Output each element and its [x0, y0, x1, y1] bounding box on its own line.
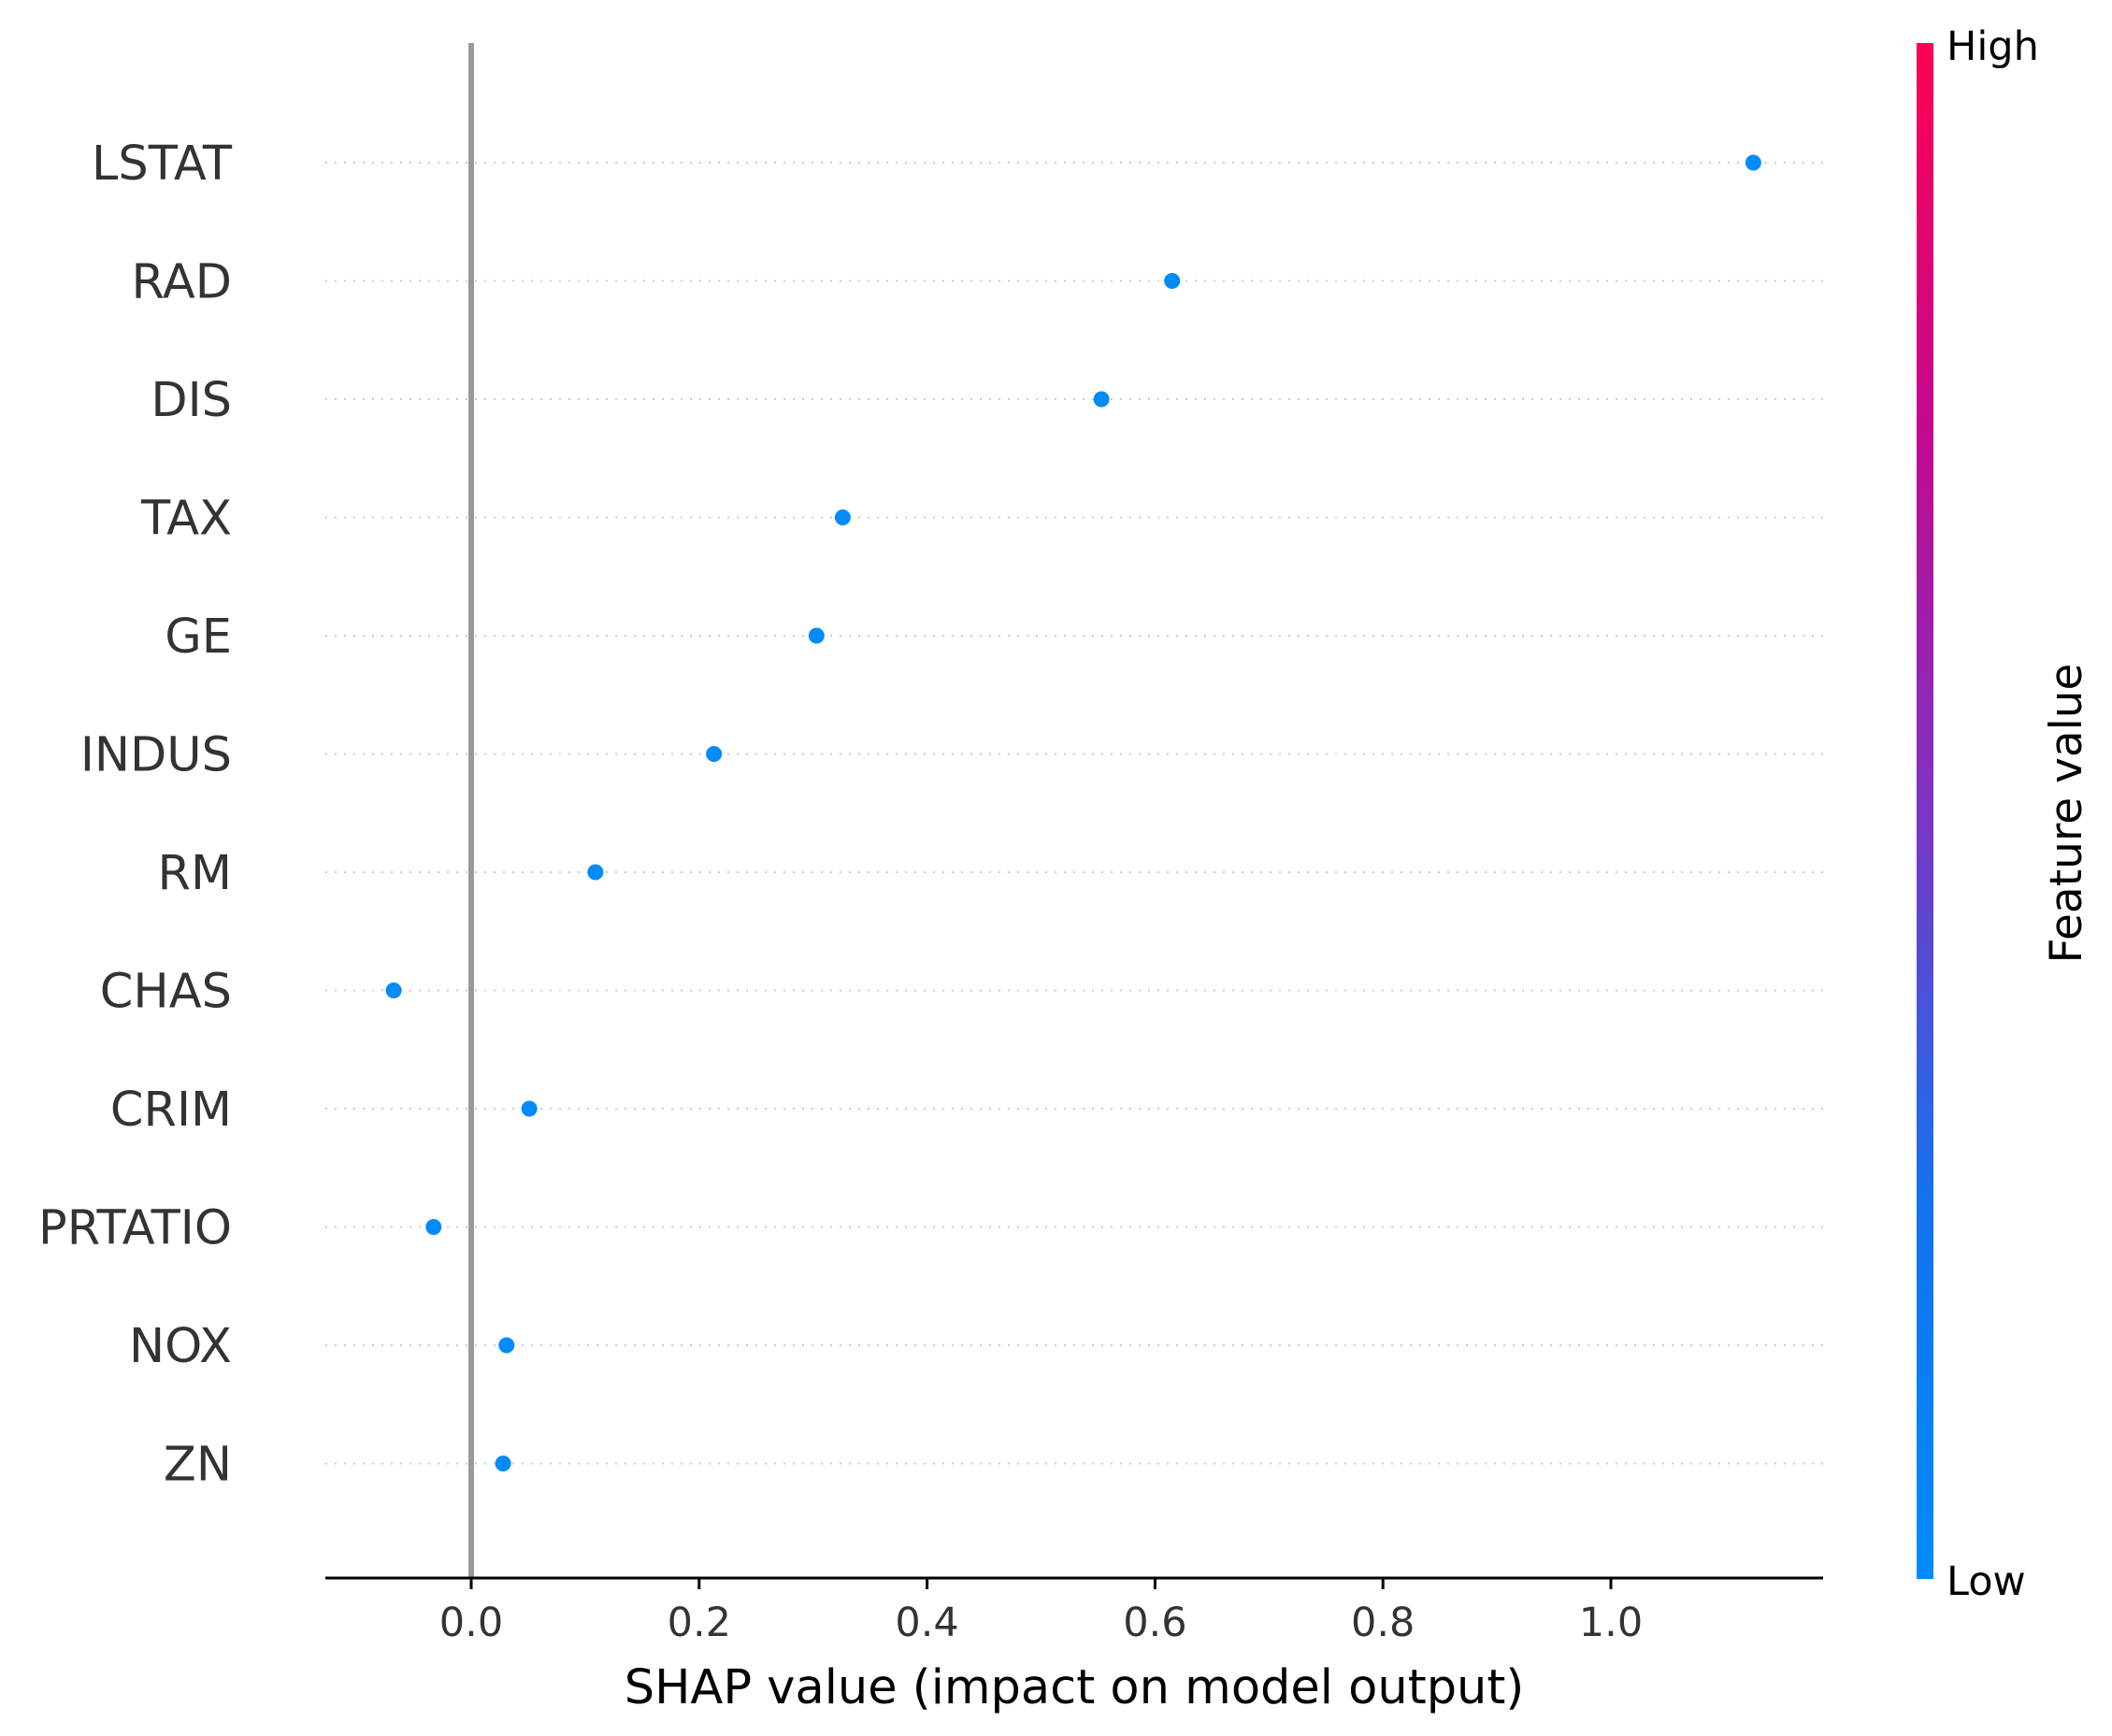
colorbar-high-label: High — [1947, 23, 2039, 70]
row-gridlines — [325, 162, 1823, 1465]
shap-point — [425, 1219, 442, 1235]
x-tick-label: 0.4 — [895, 1600, 958, 1646]
x-axis-ticks: 0.0 0.2 0.4 0.6 0.8 1.0 — [439, 1578, 1643, 1646]
feature-label: GE — [165, 610, 232, 665]
shap-point — [834, 509, 851, 525]
shap-point — [1164, 273, 1181, 289]
feature-label: DIS — [151, 373, 232, 428]
shap-point — [808, 627, 825, 644]
shap-point — [587, 864, 604, 881]
shap-point — [495, 1456, 511, 1471]
feature-label: LSTAT — [92, 136, 233, 192]
feature-label: NOX — [129, 1319, 232, 1374]
x-tick-label: 0.2 — [668, 1600, 731, 1646]
x-axis-title: SHAP value (impact on model output) — [625, 1660, 1525, 1715]
x-tick-label: 0.0 — [439, 1600, 503, 1646]
feature-label: ZN — [164, 1438, 232, 1493]
feature-label: INDUS — [80, 728, 232, 783]
shap-point — [1745, 154, 1761, 171]
feature-label: CHAS — [100, 965, 232, 1020]
feature-label: CRIM — [110, 1083, 232, 1138]
colorbar — [1917, 43, 1933, 1579]
feature-label: PRTATIO — [38, 1201, 232, 1256]
feature-labels: LSTAT RAD DIS TAX GE INDUS RM CHAS CRIM PRTATIO NO… — [38, 136, 233, 1493]
x-tick-label: 0.8 — [1351, 1600, 1415, 1646]
shap-point — [706, 746, 723, 762]
shap-point — [385, 983, 402, 998]
shap-point — [498, 1337, 515, 1354]
feature-label: RAD — [131, 255, 232, 310]
colorbar-title: Feature value — [2041, 664, 2092, 964]
feature-label: TAX — [140, 492, 232, 547]
shap-point — [521, 1100, 538, 1117]
x-tick-label: 1.0 — [1579, 1600, 1643, 1646]
feature-label: RM — [158, 846, 232, 901]
x-tick-label: 0.6 — [1123, 1600, 1186, 1646]
data-points — [385, 154, 1761, 1471]
colorbar-low-label: Low — [1947, 1558, 2026, 1605]
shap-point — [1093, 391, 1110, 408]
